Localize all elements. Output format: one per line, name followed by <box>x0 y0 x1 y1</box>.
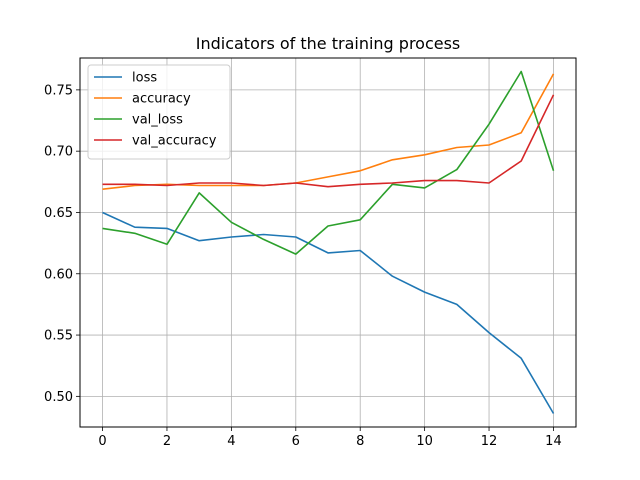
x-tick-label: 12 <box>481 434 498 449</box>
y-tick-label: 0.70 <box>44 145 73 160</box>
x-tick-label: 14 <box>545 434 562 449</box>
plot-frame <box>79 57 577 428</box>
series-line-val_loss <box>102 70 555 255</box>
x-tick-label: 0 <box>98 434 106 449</box>
series-line-loss <box>102 211 555 414</box>
legend-label-val_loss: val_loss <box>132 113 183 128</box>
legend-label-loss: loss <box>132 71 157 86</box>
x-tick-label: 4 <box>227 434 235 449</box>
y-tick-label: 0.50 <box>44 390 73 405</box>
x-tick-label: 10 <box>416 434 433 449</box>
y-tick-label: 0.55 <box>44 329 73 344</box>
series-line-val_accuracy <box>102 94 555 188</box>
legend-label-val_accuracy: val_accuracy <box>132 134 217 149</box>
axis-ticks: 0 2 4 6 8 10 12 14 0.50 0.55 0.60 0.65 0.70 0.75 <box>44 83 562 449</box>
legend-label-accuracy: accuracy <box>132 92 191 107</box>
legend-box <box>87 64 231 160</box>
legend: loss accuracy val_loss val_accuracy <box>87 64 231 160</box>
x-tick-label: 6 <box>292 434 300 449</box>
y-tick-label: 0.65 <box>44 206 73 221</box>
x-tick-label: 8 <box>356 434 364 449</box>
y-tick-label: 0.60 <box>44 267 73 282</box>
x-tick-label: 2 <box>163 434 171 449</box>
series-lines <box>102 70 555 414</box>
chart-title: Indicators of the training process <box>196 34 461 53</box>
y-tick-label: 0.75 <box>44 83 73 98</box>
